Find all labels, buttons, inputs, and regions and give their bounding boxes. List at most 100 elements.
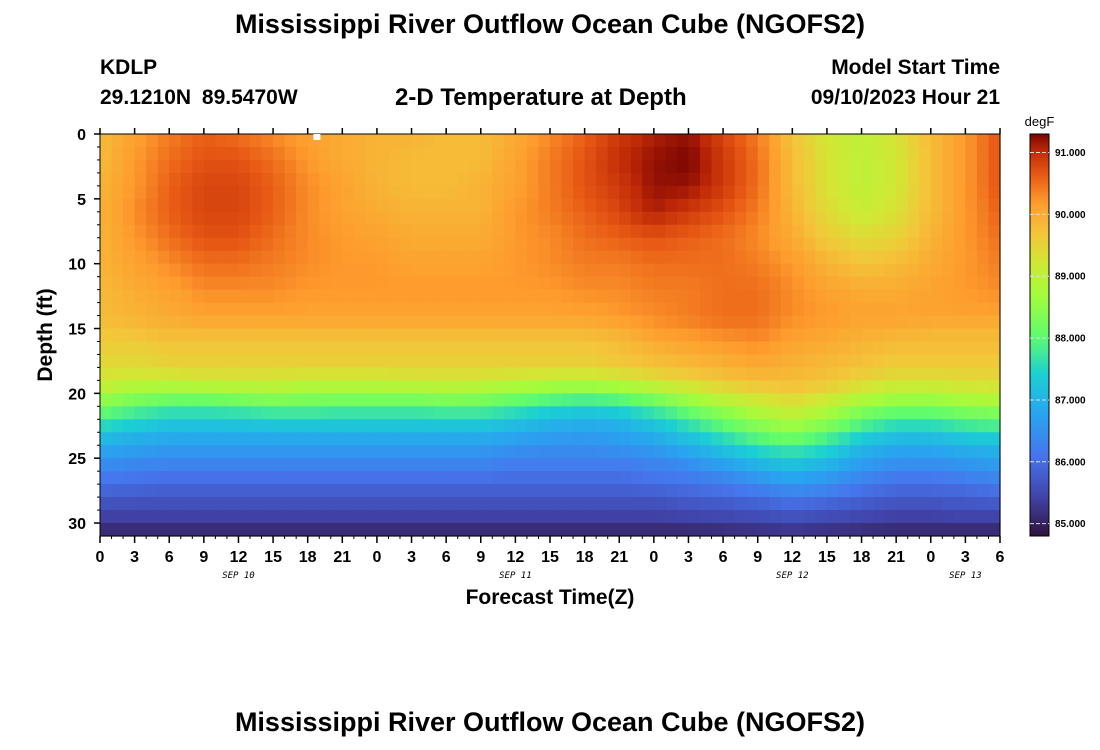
heatmap-cell [411, 458, 424, 472]
heatmap-cell [861, 237, 874, 252]
heatmap-cell [746, 289, 759, 304]
heatmap-cell [965, 393, 978, 407]
heatmap-cell [953, 419, 966, 433]
heatmap-cell [550, 134, 563, 148]
heatmap-cell [723, 510, 736, 524]
heatmap-cell [653, 172, 666, 187]
heatmap-cell [250, 471, 263, 485]
heatmap-cell [711, 263, 724, 278]
heatmap-cell [192, 289, 205, 304]
heatmap-cell [526, 159, 540, 174]
y-tick-label: 25 [68, 451, 86, 468]
heatmap-cell [723, 419, 736, 433]
heatmap-cell [146, 367, 159, 381]
heatmap-cell [965, 276, 978, 291]
heatmap-cell [688, 380, 701, 394]
heatmap-cell [665, 302, 678, 317]
heatmap-cell [388, 406, 401, 420]
heatmap-cell [192, 328, 205, 343]
heatmap-cell [688, 432, 701, 446]
heatmap-cell [630, 484, 643, 498]
heatmap-cell [250, 263, 263, 278]
heatmap-cell [619, 250, 632, 265]
heatmap-cell [792, 380, 805, 394]
heatmap-cell [965, 302, 978, 317]
heatmap-cell [261, 211, 274, 226]
heatmap-cell [976, 458, 990, 472]
heatmap-cell [123, 458, 136, 472]
heatmap-cell [976, 185, 990, 200]
heatmap-cell [411, 445, 424, 459]
heatmap-cell [642, 458, 655, 472]
heatmap-cell [561, 419, 574, 433]
heatmap-cell [330, 328, 343, 343]
heatmap-cell [826, 406, 840, 420]
heatmap-cell [734, 419, 747, 433]
heatmap-cell [873, 445, 886, 459]
heatmap-cell [965, 458, 978, 472]
heatmap-cell [803, 393, 816, 407]
heatmap-cell [676, 445, 690, 459]
heatmap-cell [607, 211, 620, 226]
heatmap-cell [630, 393, 643, 407]
heatmap-cell [226, 328, 240, 343]
heatmap-cell [515, 354, 528, 369]
heatmap-cell [965, 185, 978, 200]
heatmap-cell [676, 432, 690, 446]
heatmap-cell [411, 341, 424, 356]
heatmap-cell [884, 367, 897, 381]
heatmap-cell [884, 393, 897, 407]
heatmap-cell [884, 328, 897, 343]
heatmap-cell [157, 134, 170, 148]
colorbar-unit-label: degF [1025, 114, 1055, 129]
heatmap-cell [203, 159, 216, 174]
heatmap-cell [238, 406, 251, 420]
heatmap-cell [388, 159, 401, 174]
heatmap-cell [296, 510, 309, 524]
heatmap-cell [169, 211, 182, 226]
heatmap-cell [319, 237, 332, 252]
heatmap-cell [365, 224, 378, 239]
heatmap-cell [884, 185, 897, 200]
heatmap-cell [503, 432, 516, 446]
heatmap-cell [711, 432, 724, 446]
heatmap-cell [919, 198, 932, 213]
heatmap-cell [353, 224, 366, 239]
heatmap-cell [157, 432, 170, 446]
heatmap-cell [215, 315, 228, 330]
heatmap-cell [284, 380, 297, 394]
heatmap-cell [307, 237, 320, 252]
heatmap-cell [319, 185, 332, 200]
heatmap-cell [965, 380, 978, 394]
heatmap-cell [838, 523, 851, 537]
heatmap-cell [515, 328, 528, 343]
heatmap-cell [711, 510, 724, 524]
heatmap-cell [307, 406, 320, 420]
heatmap-cell [653, 458, 666, 472]
heatmap-cell [273, 211, 286, 226]
heatmap-cell [965, 250, 978, 265]
heatmap-cell [711, 367, 724, 381]
heatmap-cell [988, 484, 1001, 498]
heatmap-cell [976, 328, 990, 343]
heatmap-cell [757, 354, 770, 369]
heatmap-cell [780, 497, 793, 511]
heatmap-cell [250, 406, 263, 420]
heatmap-cell [815, 445, 828, 459]
heatmap-cell [296, 341, 309, 356]
heatmap-cell [480, 367, 493, 381]
heatmap-cell [250, 237, 263, 252]
heatmap-cell [757, 315, 770, 330]
heatmap-cell [353, 393, 366, 407]
heatmap-cell [434, 354, 447, 369]
heatmap-cell [123, 406, 136, 420]
heatmap-cell [411, 276, 424, 291]
heatmap-cell [238, 380, 251, 394]
heatmap-cell [434, 393, 447, 407]
heatmap-cell [238, 134, 251, 148]
heatmap-cell [515, 250, 528, 265]
heatmap-cell [226, 367, 240, 381]
heatmap-cell [215, 341, 228, 356]
heatmap-cell [215, 198, 228, 213]
heatmap-cell [700, 224, 713, 239]
